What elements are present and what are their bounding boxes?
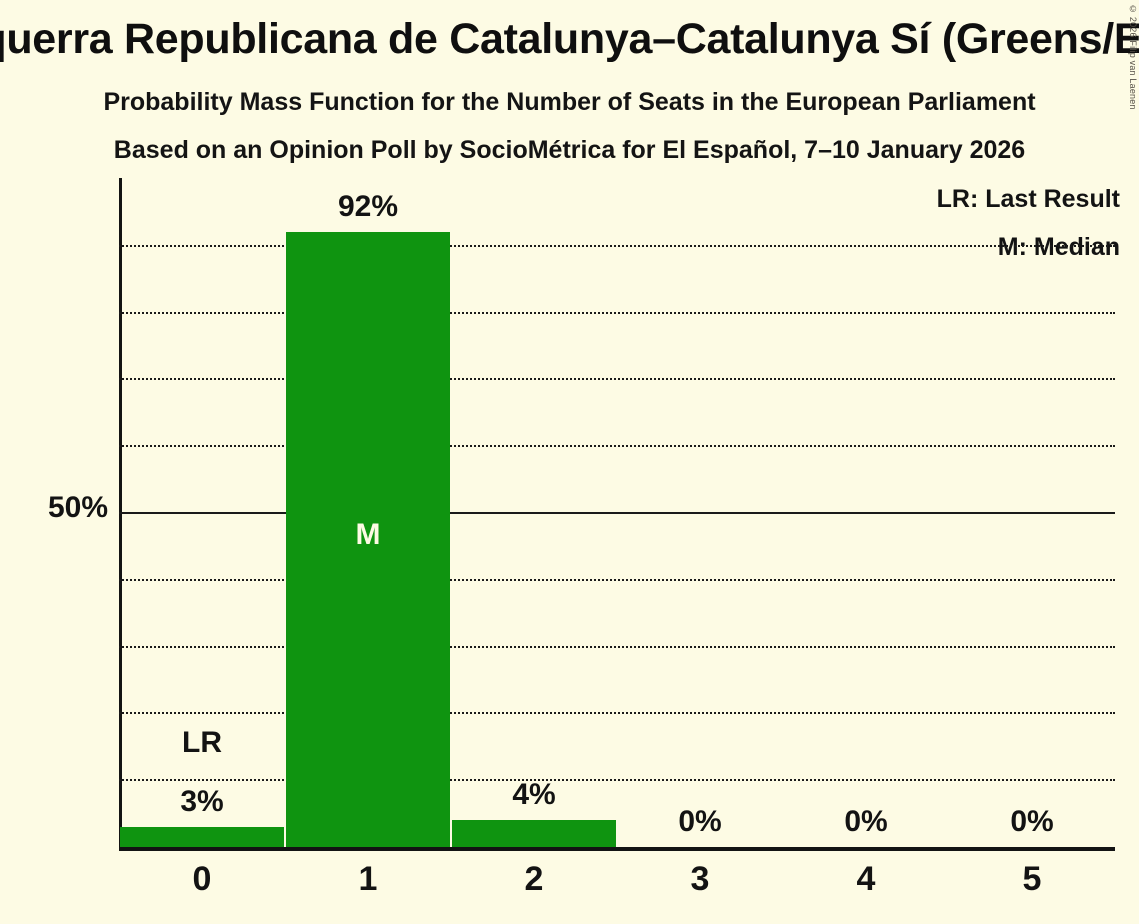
gridline bbox=[119, 244, 1115, 247]
legend-last-result: LR: Last Result bbox=[936, 185, 1120, 213]
x-axis-tick-label: 2 bbox=[524, 860, 544, 898]
copyright-notice: © 2026 Filip van Laenen bbox=[1128, 4, 1138, 110]
x-axis-tick-label: 5 bbox=[1022, 860, 1042, 898]
plot-area: 3% LR 92% M 4% 0% 0% 0% 0 1 2 3 4 5 bbox=[119, 178, 1115, 898]
chart-source-line: Based on an Opinion Poll by SocioMétrica… bbox=[113, 136, 1026, 164]
bar-value-label: 92% bbox=[337, 190, 399, 224]
gridline bbox=[119, 779, 1115, 782]
x-axis-tick-label: 4 bbox=[856, 860, 876, 898]
bar-value-label: 0% bbox=[678, 805, 722, 838]
gridline bbox=[119, 645, 1115, 648]
bar[interactable] bbox=[452, 820, 616, 847]
gridline bbox=[119, 445, 1115, 448]
chart-subtitle: Probability Mass Function for the Number… bbox=[103, 88, 1036, 116]
bar-value-label: 3% bbox=[180, 784, 224, 818]
x-axis-line bbox=[119, 847, 1115, 851]
gridline bbox=[119, 311, 1115, 314]
gridline bbox=[119, 512, 1115, 514]
x-axis-tick-label: 0 bbox=[192, 860, 212, 898]
chart-title: Esquerra Republicana de Catalunya–Catalu… bbox=[0, 15, 1139, 63]
gridline bbox=[119, 712, 1115, 715]
bar-value-label: 0% bbox=[844, 805, 888, 838]
gridline bbox=[119, 578, 1115, 581]
bar[interactable] bbox=[286, 232, 450, 847]
legend-median: M: Median bbox=[997, 233, 1120, 261]
bar[interactable] bbox=[120, 826, 284, 847]
x-axis-tick-label: 1 bbox=[358, 860, 378, 898]
y-axis-tick-label: 50% bbox=[47, 491, 108, 524]
gridline bbox=[119, 378, 1115, 381]
bar-value-label: 0% bbox=[1010, 805, 1054, 838]
bar-marker: LR bbox=[182, 725, 222, 759]
bar-marker: M bbox=[355, 517, 381, 551]
bar-value-label: 4% bbox=[512, 778, 556, 812]
x-axis-tick-label: 3 bbox=[690, 860, 710, 898]
